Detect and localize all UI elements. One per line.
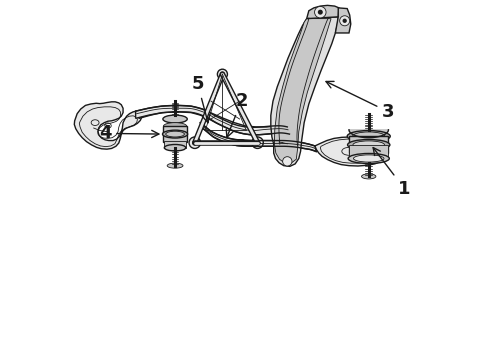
Ellipse shape — [353, 155, 384, 162]
Ellipse shape — [347, 131, 390, 142]
Ellipse shape — [362, 174, 376, 179]
Ellipse shape — [353, 141, 385, 149]
Ellipse shape — [164, 144, 186, 151]
Circle shape — [218, 69, 227, 79]
Polygon shape — [163, 126, 187, 142]
Circle shape — [220, 72, 224, 76]
Text: 1: 1 — [373, 148, 411, 198]
Polygon shape — [274, 19, 331, 163]
Ellipse shape — [163, 115, 187, 123]
Circle shape — [192, 140, 197, 145]
Ellipse shape — [353, 132, 385, 140]
Polygon shape — [164, 140, 186, 148]
Circle shape — [340, 16, 350, 26]
Polygon shape — [307, 5, 339, 19]
Ellipse shape — [348, 153, 390, 163]
Circle shape — [252, 137, 263, 148]
Ellipse shape — [164, 123, 187, 130]
Polygon shape — [335, 8, 351, 33]
Polygon shape — [136, 105, 290, 135]
Polygon shape — [271, 17, 338, 166]
Text: 2: 2 — [226, 92, 247, 137]
Ellipse shape — [347, 139, 390, 150]
Circle shape — [283, 157, 292, 166]
Text: 5: 5 — [192, 75, 210, 123]
Polygon shape — [315, 137, 388, 166]
Circle shape — [343, 19, 347, 23]
Polygon shape — [349, 130, 389, 138]
Circle shape — [318, 10, 323, 15]
Ellipse shape — [163, 130, 188, 138]
Polygon shape — [349, 145, 389, 158]
Circle shape — [315, 6, 326, 18]
Text: 4: 4 — [99, 125, 159, 143]
Polygon shape — [200, 123, 317, 152]
Polygon shape — [349, 136, 389, 153]
Text: 3: 3 — [326, 81, 394, 121]
Ellipse shape — [166, 131, 184, 137]
Circle shape — [255, 140, 260, 145]
Circle shape — [189, 137, 200, 148]
Polygon shape — [74, 102, 142, 149]
Ellipse shape — [167, 163, 183, 168]
